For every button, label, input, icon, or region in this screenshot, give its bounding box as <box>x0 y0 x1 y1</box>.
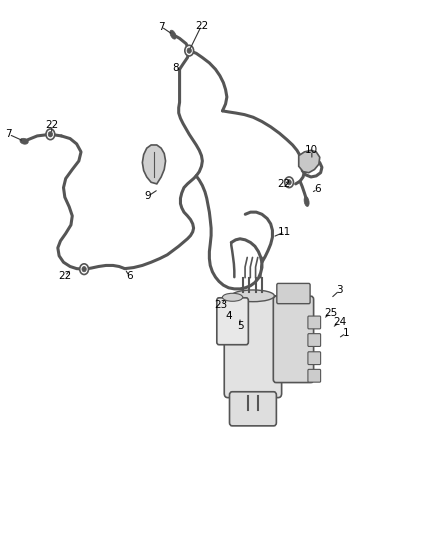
Text: 22: 22 <box>277 179 290 189</box>
Text: 24: 24 <box>333 318 346 327</box>
Text: 7: 7 <box>158 22 165 31</box>
Ellipse shape <box>223 293 243 301</box>
Text: 22: 22 <box>45 120 58 130</box>
FancyBboxPatch shape <box>277 284 310 304</box>
Ellipse shape <box>232 290 274 302</box>
Text: 7: 7 <box>5 130 12 139</box>
Circle shape <box>82 266 86 272</box>
Text: 5: 5 <box>237 321 244 331</box>
Text: 6: 6 <box>126 271 133 281</box>
Text: 22: 22 <box>195 21 208 30</box>
Circle shape <box>187 48 191 53</box>
Text: 23: 23 <box>215 300 228 310</box>
Circle shape <box>80 264 88 274</box>
Text: 3: 3 <box>336 286 343 295</box>
Circle shape <box>48 132 53 137</box>
FancyBboxPatch shape <box>308 352 321 365</box>
Text: 11: 11 <box>278 227 291 237</box>
Text: 8: 8 <box>172 63 179 73</box>
FancyBboxPatch shape <box>308 316 321 329</box>
FancyBboxPatch shape <box>224 296 282 398</box>
Text: 1: 1 <box>343 328 350 338</box>
FancyBboxPatch shape <box>217 298 248 345</box>
FancyBboxPatch shape <box>230 392 276 426</box>
Circle shape <box>285 177 293 188</box>
Text: 10: 10 <box>305 146 318 155</box>
Polygon shape <box>142 145 166 184</box>
Polygon shape <box>299 150 320 173</box>
Text: 6: 6 <box>314 184 321 194</box>
Text: 25: 25 <box>324 309 337 318</box>
Circle shape <box>46 129 55 140</box>
Circle shape <box>185 45 194 56</box>
FancyBboxPatch shape <box>273 296 314 383</box>
Text: 22: 22 <box>58 271 71 281</box>
Ellipse shape <box>304 197 309 206</box>
Text: 9: 9 <box>145 191 152 201</box>
FancyBboxPatch shape <box>308 334 321 346</box>
Ellipse shape <box>170 30 176 39</box>
Circle shape <box>287 180 291 185</box>
FancyBboxPatch shape <box>308 369 321 382</box>
Ellipse shape <box>20 138 28 144</box>
Text: 4: 4 <box>225 311 232 320</box>
